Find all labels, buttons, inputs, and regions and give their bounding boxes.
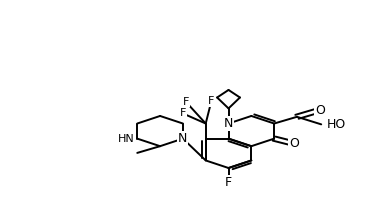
Text: F: F [183, 97, 189, 107]
Text: O: O [289, 137, 299, 150]
Text: F: F [208, 96, 215, 106]
Text: HN: HN [118, 134, 134, 144]
Text: F: F [180, 108, 186, 118]
Text: N: N [224, 117, 233, 130]
Text: N: N [178, 132, 188, 145]
Text: F: F [225, 176, 232, 189]
Text: HO: HO [326, 118, 346, 131]
Text: O: O [315, 104, 325, 117]
